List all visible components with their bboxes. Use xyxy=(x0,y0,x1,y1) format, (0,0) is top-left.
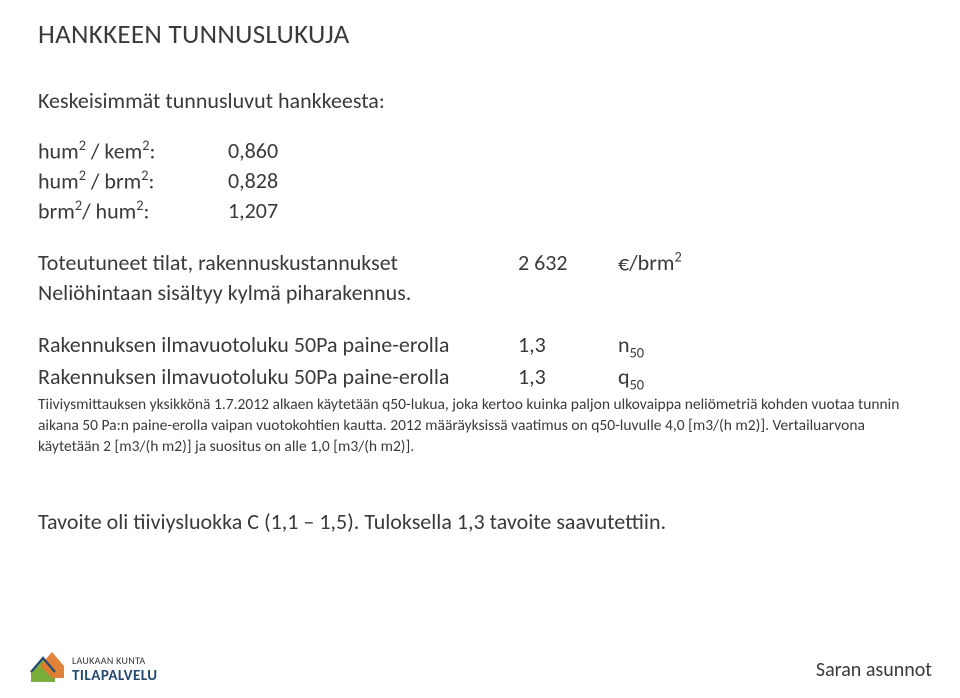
ratio-row: hum2 / kem2: 0,860 xyxy=(38,136,922,166)
fine-print: Tiiviysmittauksen yksikkönä 1.7.2012 alk… xyxy=(38,395,918,458)
air-row: Rakennuksen ilmavuotoluku 50Pa paine-ero… xyxy=(38,330,922,363)
ratio-label: brm2/ hum2: xyxy=(38,196,228,226)
ratio-label: hum2 / kem2: xyxy=(38,136,228,166)
air-value: 1,3 xyxy=(518,362,618,395)
ratio-value: 1,207 xyxy=(228,196,328,226)
air-label: Rakennuksen ilmavuotoluku 50Pa paine-ero… xyxy=(38,330,518,363)
logo-line2: TILAPALVELU xyxy=(72,667,158,685)
ratio-block: hum2 / kem2: 0,860 hum2 / brm2: 0,828 br… xyxy=(38,136,922,226)
logo-line1: LAUKAAN KUNTA xyxy=(72,654,158,667)
subtitle: Keskeisimmät tunnusluvut hankkeesta: xyxy=(38,87,922,114)
air-symbol: n50 xyxy=(618,330,718,363)
ratio-row: hum2 / brm2: 0,828 xyxy=(38,166,922,196)
tavoite-line: Tavoite oli tiiviysluokka C (1,1 – 1,5).… xyxy=(38,508,922,535)
page-title: HANKKEEN TUNNUSLUKUJA xyxy=(38,18,922,51)
air-label: Rakennuksen ilmavuotoluku 50Pa paine-ero… xyxy=(38,362,518,395)
ratio-row: brm2/ hum2: 1,207 xyxy=(38,196,922,226)
note-line: Neliöhintaan sisältyy kylmä piharakennus… xyxy=(38,278,922,308)
footer-logo: LAUKAAN KUNTA TILAPALVELU xyxy=(28,652,158,686)
footer: LAUKAAN KUNTA TILAPALVELU Saran asunnot xyxy=(0,642,960,686)
air-row: Rakennuksen ilmavuotoluku 50Pa paine-ero… xyxy=(38,362,922,395)
cost-row: Toteutuneet tilat, rakennuskustannukset … xyxy=(38,248,922,278)
ratio-label: hum2 / brm2: xyxy=(38,166,228,196)
air-value: 1,3 xyxy=(518,330,618,363)
cost-unit: €/brm2 xyxy=(618,248,718,278)
logo-mark-icon xyxy=(28,652,66,686)
cost-value: 2 632 xyxy=(518,248,618,278)
ratio-value: 0,860 xyxy=(228,136,328,166)
cost-label: Toteutuneet tilat, rakennuskustannukset xyxy=(38,248,518,278)
ratio-value: 0,828 xyxy=(228,166,328,196)
logo-text: LAUKAAN KUNTA TILAPALVELU xyxy=(72,654,158,685)
footer-right-text: Saran asunnot xyxy=(816,658,932,682)
air-block: Rakennuksen ilmavuotoluku 50Pa paine-ero… xyxy=(38,330,922,395)
air-symbol: q50 xyxy=(618,362,718,395)
